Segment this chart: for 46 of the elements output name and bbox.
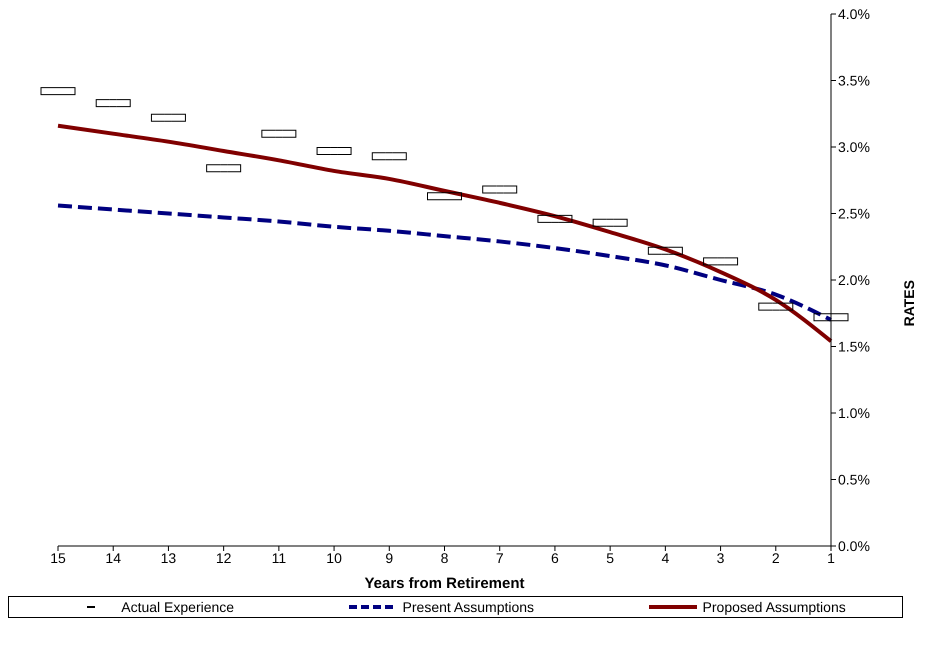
x-tick-label: 12: [216, 550, 232, 566]
x-tick-label: 7: [496, 550, 504, 566]
point: [440, 192, 448, 200]
x-tick-label: 9: [385, 550, 394, 566]
line-series: [56, 204, 833, 322]
point: [274, 130, 283, 138]
x-tick-label: 14: [105, 550, 122, 566]
x-tick-label: 15: [50, 550, 66, 566]
x-tick-label: 11: [272, 550, 286, 566]
legend-label: Present Assumptions: [402, 599, 534, 615]
point: [109, 99, 118, 108]
x-tick-label: 3: [716, 550, 725, 566]
y-tick-label: 2.0%: [838, 272, 870, 288]
y-tick-label: 0.5%: [838, 471, 870, 488]
x-tick-label: 8: [440, 550, 449, 566]
y-tick-label: 0.0%: [838, 538, 870, 554]
point: [385, 152, 394, 160]
y-tick-label: 4.0%: [838, 6, 870, 22]
point: [772, 302, 780, 311]
y-tick-label: 3.5%: [838, 72, 870, 88]
x-axis-title: Years from Retirement: [364, 575, 525, 592]
y-tick-label: 2.5%: [838, 205, 870, 222]
x-tick-label: 10: [326, 550, 342, 566]
point: [661, 246, 670, 255]
x-tick-label: 13: [160, 550, 176, 566]
point: [330, 146, 338, 155]
legend-label: Proposed Assumptions: [702, 599, 846, 615]
y-tick-label: 1.5%: [838, 338, 870, 354]
x-tick-label: 4: [661, 550, 670, 566]
point: [716, 257, 725, 266]
point: [496, 186, 504, 194]
x-tick-label: 1: [827, 550, 836, 566]
x-tick-label: 6: [551, 550, 560, 566]
point: [164, 114, 172, 122]
legend-label: Actual Experience: [121, 599, 234, 615]
y-tick-label: 3.0%: [838, 138, 870, 155]
point: [606, 218, 614, 227]
y-tick-label: 1.0%: [838, 404, 870, 421]
point: [550, 214, 559, 223]
point: [220, 164, 228, 172]
x-tick-label: 2: [772, 550, 780, 566]
line-series: [56, 124, 833, 344]
point: [54, 87, 62, 96]
x-tick-label: 5: [606, 550, 614, 566]
point: [827, 313, 835, 322]
y-axis-title: RATES: [900, 280, 917, 326]
